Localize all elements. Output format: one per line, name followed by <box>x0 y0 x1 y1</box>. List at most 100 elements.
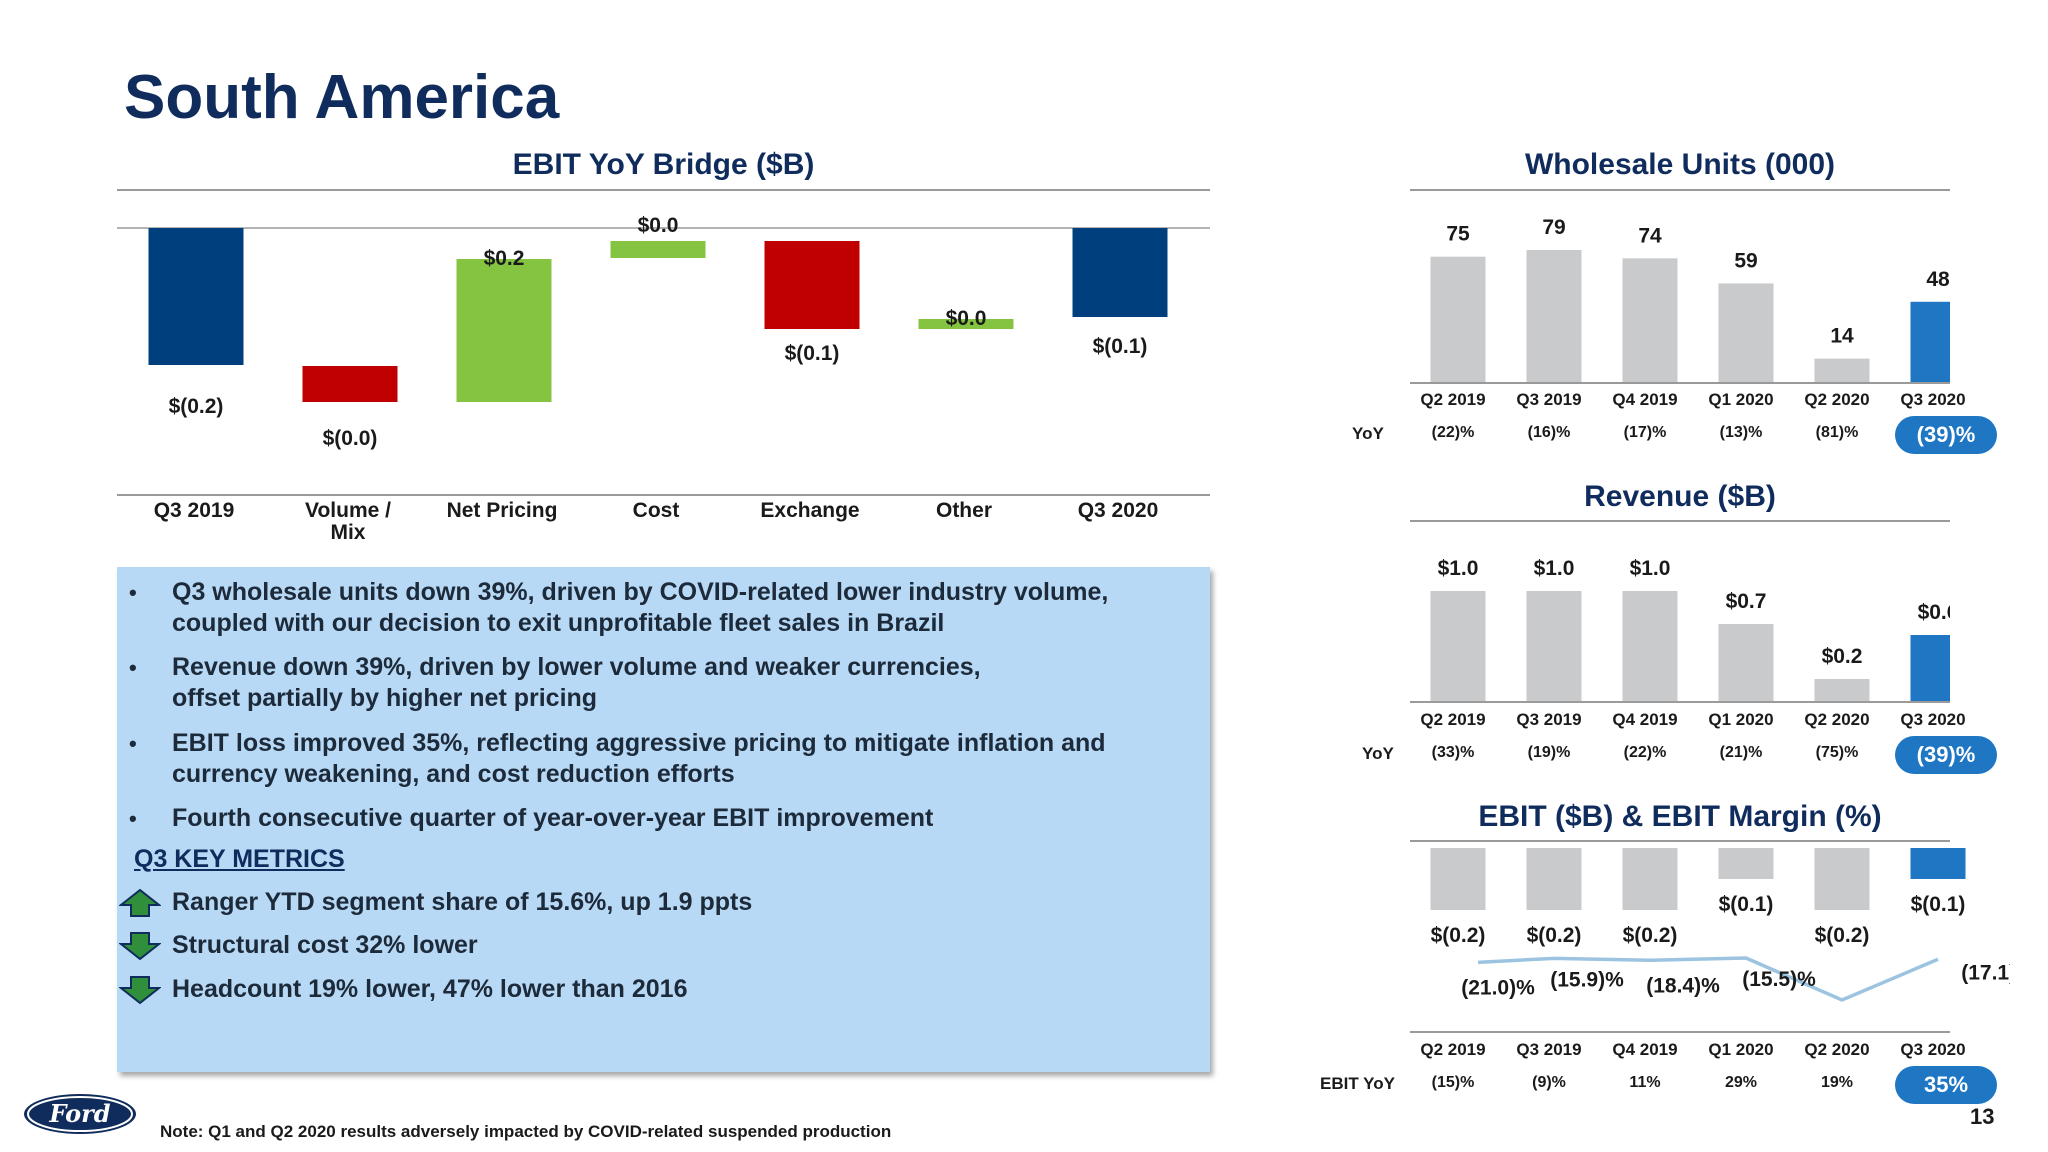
revenue-yoy-label: YoY <box>1362 744 1394 763</box>
commentary-box: • Q3 wholesale units down 39%, driven by … <box>117 567 1210 1072</box>
ebit-title: EBIT ($B) & EBIT Margin (%) <box>1478 800 1882 833</box>
wholesale-axis <box>1410 382 1950 384</box>
bridge-category-label: Exchange <box>760 499 860 522</box>
ford-logo-icon: Ford <box>24 1094 136 1134</box>
wholesale-value-label: 79 <box>1542 216 1565 239</box>
ford-logo-text: Ford <box>48 1099 110 1128</box>
bridge-value-label: $0.0 <box>946 307 987 330</box>
page-number: 13 <box>1970 1104 1995 1129</box>
wholesale-yoy-value: (16)% <box>1527 424 1571 441</box>
ebit-quarter-label: Q3 2019 <box>1516 1040 1582 1059</box>
ebit-margin-label: (21.0)% <box>1461 976 1535 999</box>
bridge-value-label: $0.2 <box>484 247 525 270</box>
wholesale-bar <box>1814 358 1870 382</box>
revenue-quarter-label: Q3 2019 <box>1516 710 1582 729</box>
bridge-value-label: $(0.1) <box>1093 335 1148 358</box>
bridge-category-label: Q3 2019 <box>153 499 235 522</box>
wholesale-quarter-label: Q1 2020 <box>1708 390 1774 409</box>
revenue-quarter-label: Q2 2019 <box>1420 710 1486 729</box>
revenue-yoy-pill: (39)% <box>1895 736 1997 774</box>
revenue-bar <box>1430 591 1486 701</box>
page-title: South America <box>124 63 560 132</box>
bullet-text: EBIT loss improved 35%, reflecting aggre… <box>172 729 1106 788</box>
green-down-arrow-icon <box>119 932 161 961</box>
ebit-value-label: $(0.2) <box>1431 924 1486 947</box>
wholesale-yoy-value: (81)% <box>1815 424 1859 441</box>
bridge-top-rule <box>117 189 1210 191</box>
wholesale-bar <box>1718 283 1774 382</box>
ebit-yoy-value: (15)% <box>1431 1074 1475 1091</box>
revenue-yoy-value: (22)% <box>1623 744 1667 761</box>
ebit-bar <box>1430 848 1486 910</box>
wholesale-chart: 75 79 74 59 14 48 <box>1430 216 1950 382</box>
bridge-title: EBIT YoY Bridge ($B) <box>512 148 815 181</box>
revenue-quarter-label: Q4 2019 <box>1612 710 1678 729</box>
revenue-value-label: $1.0 <box>1630 557 1671 580</box>
ebit-bar <box>1526 848 1582 910</box>
ebit-yoy-value: 19% <box>1820 1074 1854 1091</box>
bullet-text: Q3 wholesale units down 39%, driven by C… <box>172 578 1109 637</box>
revenue-value-label: $0.2 <box>1822 645 1863 668</box>
revenue-yoy-value: (33)% <box>1431 744 1475 761</box>
revenue-yoy-value: (75)% <box>1815 744 1859 761</box>
wholesale-quarter-label: Q2 2019 <box>1420 390 1486 409</box>
ebit-axis <box>1410 1031 1950 1033</box>
wholesale-quarter-label: Q3 2019 <box>1516 390 1582 409</box>
revenue-bar <box>1622 591 1678 701</box>
bridge-bar <box>1072 228 1168 317</box>
ebit-margin-label: (17.1)% <box>1961 961 2010 984</box>
bridge-category-label: Cost <box>632 499 680 522</box>
bridge-bar <box>764 241 860 329</box>
revenue-value-label: $0.7 <box>1726 590 1767 613</box>
ebit-quarter-label: Q1 2020 <box>1708 1040 1774 1059</box>
revenue-value-label: $1.0 <box>1534 557 1575 580</box>
wholesale-yoy-pill: (39)% <box>1895 416 1997 454</box>
wholesale-bar <box>1430 256 1486 382</box>
wholesale-value-label: 74 <box>1638 224 1662 247</box>
bridge-bar <box>456 259 552 402</box>
bullet-text: Revenue down 39%, driven by lower volume… <box>172 653 981 712</box>
ebit-value-label: $(0.1) <box>1911 893 1966 916</box>
wholesale-yoy-value: (22)% <box>1431 424 1475 441</box>
ebit-bar <box>1814 848 1870 910</box>
revenue-axis <box>1410 701 1950 703</box>
ebit-top-rule <box>1410 840 1950 842</box>
ebit-bar <box>1718 848 1774 879</box>
ebit-margin-line <box>1477 956 1939 1002</box>
bridge-bar <box>610 241 706 258</box>
ebit-value-label: $(0.2) <box>1527 924 1582 947</box>
revenue-quarter-label: Q1 2020 <box>1708 710 1774 729</box>
metric-text: Headcount 19% lower, 47% lower than 2016 <box>172 975 688 1003</box>
wholesale-yoy-value: (13)% <box>1719 424 1763 441</box>
wholesale-bar <box>1526 250 1582 382</box>
revenue-yoy-value: (21)% <box>1719 744 1763 761</box>
bridge-category-label: Q3 2020 <box>1077 499 1159 522</box>
ebit-bar <box>1910 848 1966 879</box>
wholesale-top-rule <box>1410 189 1950 191</box>
bridge-bottom-rule <box>117 494 1210 496</box>
bridge-value-label: $(0.2) <box>169 395 224 418</box>
revenue-quarter-label: Q2 2020 <box>1804 710 1870 729</box>
wholesale-yoy-label: YoY <box>1352 424 1384 443</box>
ebit-bar <box>1622 848 1678 910</box>
bridge-bar <box>302 366 398 402</box>
revenue-yoy-value: (19)% <box>1527 744 1571 761</box>
wholesale-quarter-label: Q2 2020 <box>1804 390 1870 409</box>
ebit-yoy-pill: 35% <box>1895 1066 1997 1104</box>
ebit-value-label: $(0.2) <box>1623 924 1678 947</box>
ebit-yoy-value: (9)% <box>1532 1074 1566 1091</box>
wholesale-bar <box>1910 301 1950 382</box>
wholesale-title: Wholesale Units (000) <box>1524 148 1836 181</box>
bullet-text: Fourth consecutive quarter of year-over-… <box>172 804 934 832</box>
revenue-value-label: $1.0 <box>1438 557 1479 580</box>
revenue-bar <box>1910 635 1950 701</box>
bridge-category-label: Volume / Mix <box>305 499 391 544</box>
ebit-yoy-value: 29% <box>1724 1074 1758 1091</box>
revenue-title: Revenue ($B) <box>1584 480 1776 513</box>
key-metrics-title: Q3 KEY METRICS <box>134 845 345 873</box>
wholesale-yoy-value: (17)% <box>1623 424 1667 441</box>
revenue-bar <box>1814 679 1870 701</box>
bridge-value-label: $(0.0) <box>323 427 378 450</box>
ebit-quarter-label: Q2 2020 <box>1804 1040 1870 1059</box>
bridge-category-label: Other <box>935 499 992 522</box>
